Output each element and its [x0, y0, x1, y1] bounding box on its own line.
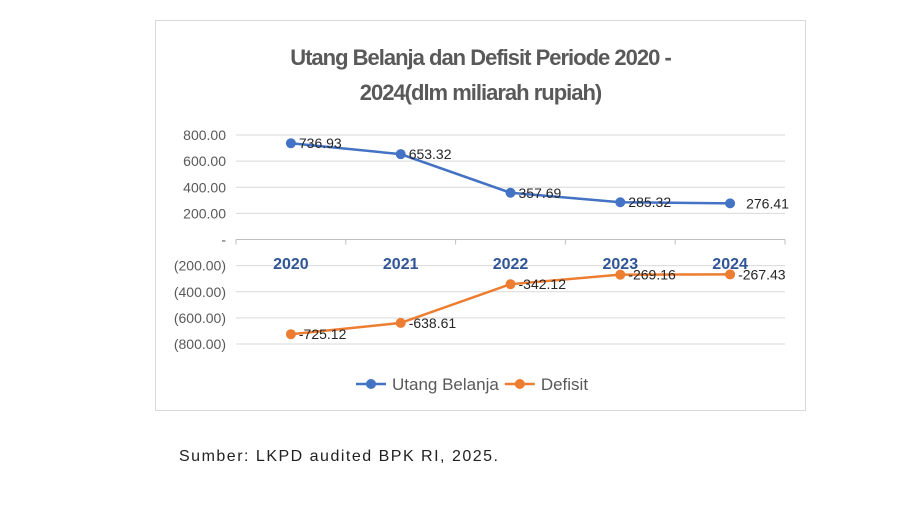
data-label: -725.12 [299, 326, 347, 342]
chart-title-line-1: Utang Belanja dan Defisit Periode 2020 - [290, 45, 672, 70]
data-point [285, 329, 296, 340]
legend-marker-icon [514, 379, 525, 389]
data-label: -269.16 [628, 267, 676, 283]
y-tick-label: (600.00) [174, 310, 226, 326]
data-label: -267.43 [738, 266, 786, 282]
x-tick-label: 2024 [712, 256, 748, 273]
x-tick-label: 2022 [493, 256, 529, 273]
data-point [285, 138, 296, 149]
data-point [725, 198, 736, 209]
y-tick-label: (800.00) [174, 336, 226, 352]
y-tick-label: 600.00 [183, 153, 226, 169]
data-point [615, 197, 626, 208]
data-point [395, 317, 406, 328]
data-point [505, 279, 516, 290]
data-label: 285.32 [628, 194, 671, 210]
data-label: 276.41 [746, 195, 789, 211]
legend-entry: Defisit [541, 375, 589, 394]
source-caption: Sumber: LKPD audited BPK RI, 2025. [179, 448, 500, 465]
x-tick-label: 2020 [273, 256, 309, 273]
legend-marker-icon [366, 379, 376, 389]
data-point [615, 269, 626, 280]
y-tick-label: 400.00 [183, 179, 226, 195]
chart-title-line-2: 2024(dlm miliarah rupiah) [359, 80, 603, 105]
legend-entry: Utang Belanja [392, 375, 499, 394]
y-tick-label: 200.00 [183, 205, 226, 221]
data-point [725, 269, 736, 280]
data-label: -342.12 [519, 276, 567, 292]
y-tick-label: (400.00) [174, 284, 226, 300]
data-point [395, 149, 406, 160]
y-tick-label: 800.00 [183, 127, 226, 143]
data-label: 357.69 [519, 185, 562, 201]
x-tick-label: 2023 [603, 256, 639, 273]
y-tick-label: - [221, 232, 226, 248]
data-label: -638.61 [409, 315, 457, 331]
x-tick-label: 2021 [383, 256, 419, 273]
data-label: 736.93 [299, 135, 342, 151]
data-label: 653.32 [409, 146, 452, 162]
data-point [505, 187, 516, 198]
y-tick-label: (200.00) [174, 258, 226, 274]
chart-title: Utang Belanja dan Defisit Periode 2020 -… [155, 40, 806, 110]
chart-frame [155, 20, 806, 411]
